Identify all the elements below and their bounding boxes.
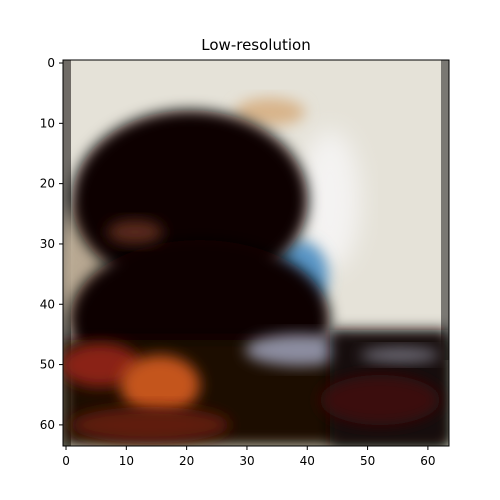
plot-title: Low-resolution bbox=[201, 36, 311, 54]
y-tick-label: 60 bbox=[40, 418, 55, 432]
y-tick-label: 10 bbox=[40, 116, 55, 130]
face-patch bbox=[107, 220, 163, 244]
head-silhouette bbox=[72, 110, 308, 290]
right-maroon-patch bbox=[320, 375, 440, 425]
x-tick-label: 30 bbox=[239, 454, 254, 468]
x-tick-label: 60 bbox=[420, 454, 435, 468]
red-left-patch bbox=[63, 343, 140, 387]
x-axis-ticks: 0 10 20 30 40 50 60 bbox=[62, 446, 436, 468]
right-grey-streak bbox=[360, 347, 440, 363]
y-tick-label: 50 bbox=[40, 358, 55, 372]
x-tick-label: 20 bbox=[179, 454, 194, 468]
y-axis-ticks: 0 10 20 30 40 50 60 bbox=[40, 56, 63, 432]
orange-patch bbox=[120, 355, 200, 415]
grey-patch bbox=[245, 334, 355, 366]
light-streak bbox=[300, 130, 360, 270]
axes-frame bbox=[62, 59, 450, 447]
warm-blob bbox=[235, 98, 305, 126]
right-edge-strip bbox=[441, 60, 449, 360]
x-tick-label: 10 bbox=[119, 454, 134, 468]
low-resolution-image bbox=[63, 60, 449, 446]
y-tick-label: 40 bbox=[40, 297, 55, 311]
x-tick-label: 40 bbox=[300, 454, 315, 468]
y-tick-label: 20 bbox=[40, 177, 55, 191]
y-tick-label: 0 bbox=[47, 56, 55, 70]
x-tick-label: 50 bbox=[360, 454, 375, 468]
red-bottom-patch bbox=[70, 407, 230, 443]
x-tick-label: 0 bbox=[62, 454, 70, 468]
y-tick-label: 30 bbox=[40, 237, 55, 251]
